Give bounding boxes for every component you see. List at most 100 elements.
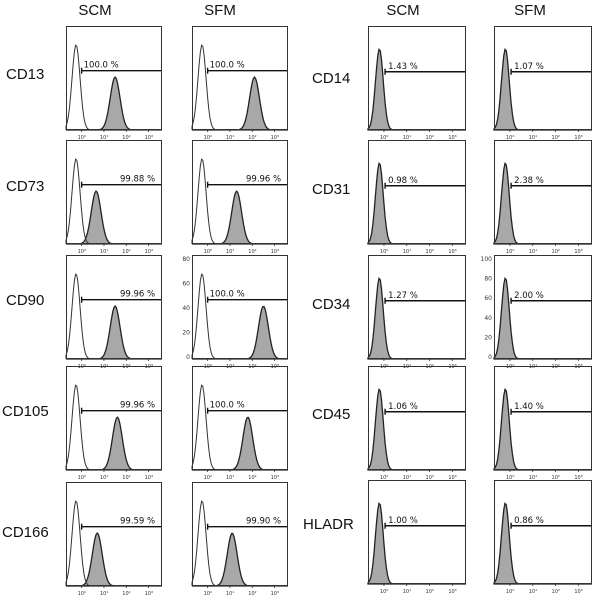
gate-percentage-label: 99.90 %: [246, 517, 281, 527]
x-tick-label: 10¹: [529, 135, 537, 141]
x-tick-label: 10³: [448, 135, 456, 141]
x-tick-label: 10²: [552, 475, 560, 481]
x-tick-label: 10⁰: [506, 589, 514, 595]
plot-frame: [192, 26, 288, 130]
x-tick-label: 10²: [248, 591, 256, 597]
left-scm-header: SCM: [78, 2, 112, 19]
marker-label-cd166: CD166: [2, 524, 49, 541]
x-tick-label: 10⁰: [380, 589, 388, 595]
plot-frame: [494, 366, 592, 470]
x-tick-label: 10²: [426, 475, 434, 481]
plot-frame: [368, 255, 466, 359]
plot-frame: [66, 26, 162, 130]
gate-percentage-label: 99.59 %: [120, 517, 155, 527]
histogram-panel-cd105-sfm: 100.0 % 10⁰ 10¹ 10² 10³: [191, 366, 288, 481]
y-tick-label: 80: [484, 276, 492, 283]
x-tick-label: 10³: [574, 135, 582, 141]
gate-percentage-label: 100.0 %: [210, 290, 245, 300]
histogram-svg: 99.59 % 10⁰ 10¹ 10² 10³: [65, 482, 162, 597]
gate-percentage-label: 99.96 %: [246, 175, 281, 185]
histogram-svg: 100.0 % 10⁰ 10¹ 10² 10³: [191, 366, 288, 481]
isotype-control-histogram: [65, 158, 162, 245]
histogram-svg: 99.96 % 10⁰ 10¹ 10² 10³: [65, 366, 162, 481]
histogram-panel-cd105-scm: 99.96 % 10⁰ 10¹ 10² 10³: [65, 366, 162, 481]
histogram-panel-cd166-sfm: 99.90 % 10⁰ 10¹ 10² 10³: [191, 482, 288, 597]
marker-label-hladr: HLADR: [303, 516, 354, 533]
gate-percentage-label: 1.07 %: [514, 62, 544, 72]
x-tick-label: 10³: [271, 475, 279, 481]
gate-percentage-label: 99.96 %: [120, 290, 155, 300]
histogram-svg: 1.27 %10⁰ 10¹ 10² 10³: [367, 255, 466, 370]
histogram-panel-cd13-scm: 100.0 % 10⁰ 10¹ 10² 10³: [65, 26, 162, 141]
x-tick-label: 10²: [426, 135, 434, 141]
marker-label-cd14: CD14: [312, 70, 351, 87]
x-tick-label: 10⁰: [506, 475, 514, 481]
gate-percentage-label: 2.00 %: [514, 291, 544, 301]
x-tick-label: 10³: [448, 589, 456, 595]
histogram-svg: 1.07 % 10⁰ 10¹ 10² 10³: [493, 26, 592, 141]
gate-percentage-label: 2.38 %: [514, 176, 544, 186]
x-tick-label: 10¹: [226, 475, 234, 481]
x-tick-label: 10²: [426, 589, 434, 595]
figure-root: { "figure": { "left_headers": ["SCM", "S…: [2, 2, 592, 597]
histogram-panel-cd45-sfm: 1.40 % 10⁰ 10¹ 10² 10³: [493, 366, 592, 481]
gate-percentage-label: 99.88 %: [120, 175, 155, 185]
x-tick-label: 10¹: [403, 135, 411, 141]
marker-label-cd90: CD90: [6, 292, 45, 309]
y-tick-label: 0: [186, 354, 190, 361]
x-tick-label: 10²: [248, 249, 256, 255]
x-tick-label: 10²: [122, 135, 130, 141]
x-tick-label: 10²: [552, 589, 560, 595]
x-tick-label: 10²: [552, 135, 560, 141]
x-tick-label: 10²: [122, 249, 130, 255]
histogram-svg: 2.38 % 10⁰ 10¹ 10² 10³: [493, 140, 592, 255]
x-tick-label: 10⁰: [78, 249, 86, 255]
plot-frame: [494, 255, 592, 359]
x-tick-label: 10⁰: [78, 475, 86, 481]
x-tick-label: 10¹: [100, 591, 108, 597]
x-tick-label: 10⁰: [204, 249, 212, 255]
gate-percentage-label: 1.00 %: [388, 516, 418, 526]
marker-label-cd31: CD31: [312, 181, 351, 198]
x-tick-label: 10³: [574, 589, 582, 595]
x-tick-label: 10⁰: [204, 591, 212, 597]
x-tick-label: 10²: [552, 249, 560, 255]
histogram-panel-cd13-sfm: 100.0 % 10⁰ 10¹ 10² 10³: [191, 26, 288, 141]
marker-label-cd34: CD34: [312, 296, 351, 313]
y-tick-label: 60: [484, 295, 492, 302]
marker-label-cd45: CD45: [312, 406, 351, 423]
x-tick-label: 10³: [145, 249, 153, 255]
marker-label-cd105: CD105: [2, 403, 49, 420]
plot-frame: [192, 140, 288, 244]
gate-percentage-label: 0.86 %: [514, 516, 544, 526]
x-tick-label: 10³: [574, 249, 582, 255]
marker-label-cd13: CD13: [6, 66, 45, 83]
plot-frame: [494, 140, 592, 244]
histogram-svg: 99.90 % 10⁰ 10¹ 10² 10³: [191, 482, 288, 597]
x-tick-label: 10³: [448, 249, 456, 255]
isotype-control-histogram: [191, 273, 288, 360]
isotype-control-histogram: [191, 44, 288, 131]
x-tick-label: 10³: [271, 249, 279, 255]
y-tick-label: 100: [481, 256, 493, 263]
histogram-panel-cd14-sfm: 1.07 % 10⁰ 10¹ 10² 10³: [493, 26, 592, 141]
gate-percentage-label: 1.27 %: [388, 291, 418, 301]
histogram-panel-cd90-sfm: 100.0 % 10⁰ 10¹ 10² 10³ 80 60 40 20 0: [182, 255, 288, 370]
histogram-panel-cd31-sfm: 2.38 % 10⁰ 10¹ 10² 10³: [493, 140, 592, 255]
histogram-svg: 1.43 % 10⁰ 10¹ 10² 10³: [367, 26, 466, 141]
x-tick-label: 10²: [248, 135, 256, 141]
x-tick-label: 10¹: [529, 249, 537, 255]
x-tick-label: 10³: [145, 135, 153, 141]
gate-percentage-label: 1.06 %: [388, 402, 418, 412]
plot-frame: [66, 482, 162, 586]
x-tick-label: 10⁰: [204, 135, 212, 141]
histogram-panel-cd90-scm: 99.96 % 10⁰ 10¹ 10² 10³: [65, 255, 162, 370]
isotype-control-histogram: [65, 500, 162, 587]
x-tick-label: 10³: [145, 591, 153, 597]
x-tick-label: 10²: [122, 591, 130, 597]
plot-frame: [66, 366, 162, 470]
histogram-svg: 99.88 % 10⁰ 10¹ 10² 10³: [65, 140, 162, 255]
histogram-panel-hladr-sfm: 0.86 % 10⁰ 10¹ 10² 10³: [493, 480, 592, 595]
gate-percentage-label: 100.0 %: [210, 61, 245, 71]
